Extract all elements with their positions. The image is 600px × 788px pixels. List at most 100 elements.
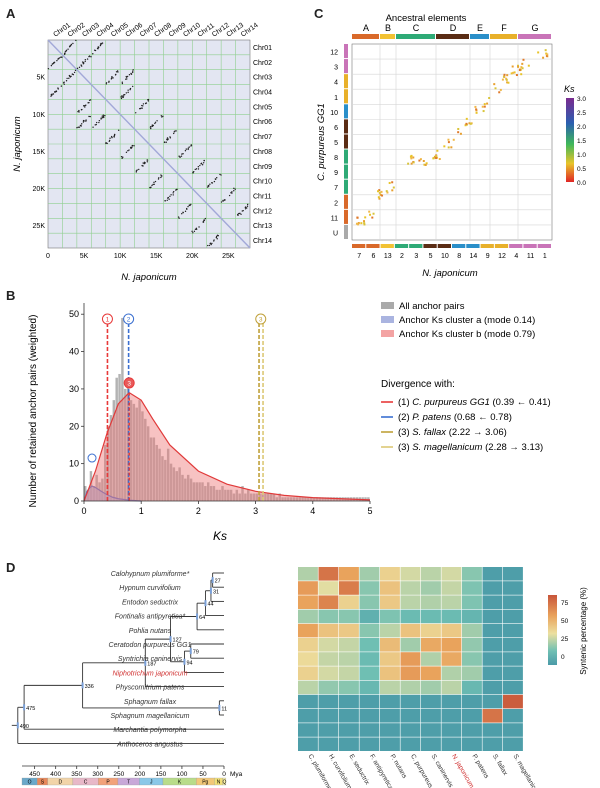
dotplot-dot xyxy=(239,212,241,215)
divergence-species: C. purpureus GG1 xyxy=(412,397,492,408)
synteny-dot xyxy=(432,157,435,160)
species-label: Hypnum curvifolium xyxy=(119,585,181,592)
node-age-label: 127 xyxy=(173,638,182,644)
heatmap-cell xyxy=(462,652,482,666)
heatmap-cell xyxy=(318,595,339,609)
dotplot-dot xyxy=(84,104,86,107)
synteny-dot xyxy=(522,58,525,61)
dotplot-dot xyxy=(193,230,196,233)
dotplot-dot xyxy=(160,176,162,179)
node-ci-bar xyxy=(196,613,199,620)
dotplot-ylabel: N. japonicum xyxy=(12,116,23,172)
ks-legend-tick: 3.0 xyxy=(577,96,586,103)
left-chr-label: 5 xyxy=(334,140,338,147)
ks-histogram-bar xyxy=(164,459,167,501)
bottom-bar-segment xyxy=(380,244,394,248)
dotplot-dot xyxy=(162,115,164,118)
heatmap-cell xyxy=(359,709,380,723)
period-label: J xyxy=(150,780,153,786)
heatmap-cell xyxy=(318,723,339,737)
dotplot-dot xyxy=(179,156,181,158)
dotplot-dot xyxy=(82,121,85,123)
divergence-marker-label: 2 xyxy=(127,317,131,324)
dotplot-right-chr-label: Chr04 xyxy=(253,90,272,97)
ks-histogram-bar xyxy=(209,486,213,501)
heatmap-cell xyxy=(339,652,359,666)
heatmap-cell xyxy=(441,680,462,695)
dotplot-dot xyxy=(127,91,129,94)
dotplot-dot xyxy=(203,219,206,222)
heatmap-cell xyxy=(400,581,421,595)
heatmap-cell xyxy=(441,666,462,680)
dotplot-dot xyxy=(141,107,143,109)
ks-histogram-bar xyxy=(295,497,299,501)
heatmap-cell xyxy=(441,623,462,638)
dotplot-dot xyxy=(93,49,96,51)
bottom-chr-label: 7 xyxy=(357,253,361,260)
heatmap-cell xyxy=(380,709,400,723)
dotplot-dot xyxy=(228,194,231,197)
dotplot-dot xyxy=(80,65,83,67)
element-label: C xyxy=(413,23,420,33)
heatmap-cell xyxy=(359,623,380,638)
ks-legend-label: Anchor Ks cluster a (mode 0.14) xyxy=(399,315,535,326)
synteny-dot xyxy=(483,105,486,108)
dotplot-dot xyxy=(190,144,192,146)
dotplot-dot xyxy=(180,155,183,157)
heatmap-cell xyxy=(339,595,359,609)
synteny-dot xyxy=(357,223,360,226)
dotplot-dot xyxy=(120,155,123,158)
heatmap-cell xyxy=(441,609,462,624)
ks-histogram-bar xyxy=(129,400,133,501)
heatmap-cell xyxy=(482,652,503,666)
left-bar-segment xyxy=(344,149,348,164)
dotplot-xtick: 25K xyxy=(222,253,235,260)
element-label: D xyxy=(450,23,457,33)
ks-histogram-bar xyxy=(304,497,307,501)
cluster-a-marker xyxy=(87,453,97,463)
dotplot-dot xyxy=(88,55,91,57)
dotplot-dot xyxy=(67,48,69,50)
heatmap-cell xyxy=(441,581,462,595)
dotplot-dot xyxy=(128,73,131,76)
dotplot-dot xyxy=(115,73,117,76)
heatmap-legend-title: Syntenic percentage (%) xyxy=(579,587,588,675)
synteny-dot xyxy=(465,117,468,120)
bottom-bar-segment xyxy=(409,244,423,248)
dotplot-dot xyxy=(244,206,247,209)
heatmap-cell xyxy=(462,737,482,751)
heatmap-cell xyxy=(421,709,441,723)
synteny-dot xyxy=(447,141,450,144)
dotplot-dot xyxy=(54,91,57,93)
dotplot-dot xyxy=(126,75,129,78)
dotplot-dot xyxy=(121,81,123,83)
left-bar-segment xyxy=(344,89,348,104)
heatmap-cell xyxy=(482,709,503,723)
dotplot-dot xyxy=(172,192,174,194)
dotplot-dot xyxy=(105,83,107,85)
dotplot-dot xyxy=(69,45,71,47)
heatmap-cell xyxy=(421,680,441,695)
left-bar-segment xyxy=(344,224,348,239)
bottom-chr-label: 6 xyxy=(371,253,375,260)
bottom-bar-segment xyxy=(437,244,451,248)
heatmap-legend-tick: 25 xyxy=(561,636,569,643)
synteny-dot xyxy=(357,222,360,225)
dotplot-dot xyxy=(120,96,122,98)
dotplot-dot xyxy=(143,161,146,164)
ks-histogram-bar xyxy=(89,471,93,501)
heatmap-cell xyxy=(462,709,482,723)
left-bar-segment xyxy=(344,44,348,59)
heatmap-cell xyxy=(339,694,359,709)
divergence-species: P. patens xyxy=(412,412,454,423)
divergence-num: (3) xyxy=(398,427,412,438)
dotplot-dot xyxy=(47,67,50,70)
ks-histogram-bar xyxy=(195,482,198,501)
ks-xtick-label: 0 xyxy=(81,506,86,516)
synteny-dot xyxy=(544,49,547,52)
dotplot-diagonal xyxy=(47,39,251,249)
dotplot-dot xyxy=(109,137,111,139)
ks-histogram-bar xyxy=(149,437,153,501)
ks-histogram-bar xyxy=(189,478,193,501)
dotplot-dot xyxy=(88,99,91,101)
